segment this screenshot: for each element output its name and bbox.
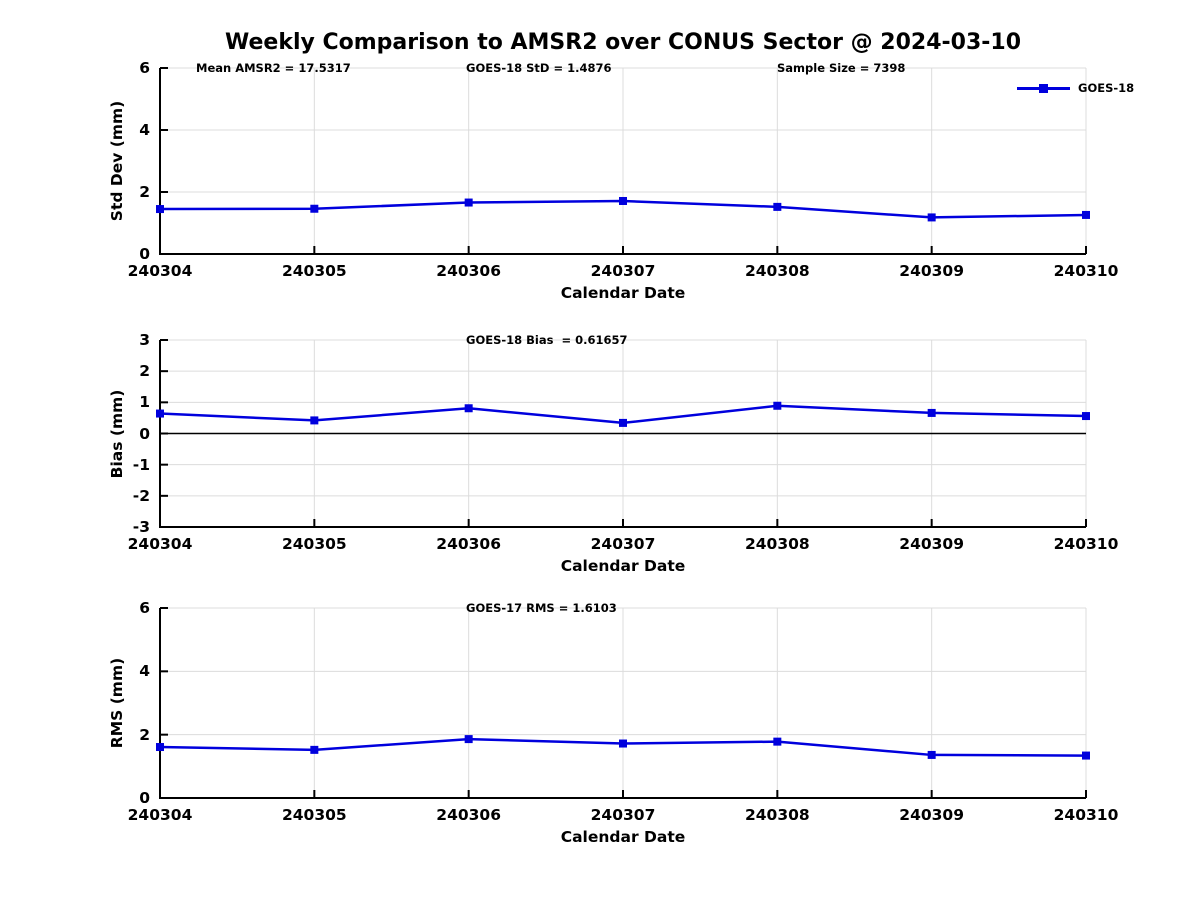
data-point-marker <box>1082 210 1090 219</box>
y-tick-label: -1 <box>132 455 150 474</box>
legend-marker-icon <box>1039 84 1048 93</box>
data-point-marker <box>156 409 164 418</box>
data-point-marker <box>619 739 627 748</box>
x-tick-label: 240310 <box>1053 262 1119 280</box>
figure-title: Weekly Comparison to AMSR2 over CONUS Se… <box>225 30 1021 55</box>
y-tick-label: 0 <box>139 424 150 443</box>
x-tick-label: 240308 <box>744 262 810 280</box>
x-tick-label: 240310 <box>1053 806 1119 824</box>
y-tick-label: -2 <box>132 486 150 505</box>
data-point-marker <box>773 202 782 211</box>
stat-annotation: GOES-17 RMS = 1.6103 <box>466 601 617 615</box>
x-tick-label: 240309 <box>899 262 965 280</box>
y-tick-label: 2 <box>139 725 150 744</box>
data-point-marker <box>464 198 473 207</box>
x-tick-label: 240307 <box>590 262 656 280</box>
x-tick-label: 240306 <box>436 262 502 280</box>
data-point-marker <box>310 416 319 425</box>
stat-annotation: GOES-18 StD = 1.4876 <box>466 61 612 75</box>
y-tick-label: 0 <box>139 789 150 807</box>
x-tick-label: 240305 <box>281 262 347 280</box>
x-tick-label: 240309 <box>899 535 965 553</box>
x-tick-label: 240308 <box>744 806 810 824</box>
y-axis-label: Std Dev (mm) <box>108 100 126 222</box>
y-tick-label: 3 <box>139 331 150 349</box>
x-tick-label: 240310 <box>1053 535 1119 553</box>
data-point-marker <box>310 745 319 754</box>
x-tick-label: 240304 <box>127 262 193 280</box>
data-point-marker <box>927 213 936 222</box>
x-tick-label: 240307 <box>590 535 656 553</box>
y-tick-label: 4 <box>139 121 150 139</box>
y-axis-label: Bias (mm) <box>108 389 126 478</box>
data-point-marker <box>927 750 936 759</box>
stat-annotation: Sample Size = 7398 <box>777 61 906 75</box>
data-point-marker <box>1082 751 1090 760</box>
y-tick-label: 6 <box>139 59 150 77</box>
y-tick-label: 1 <box>139 393 150 412</box>
data-point-marker <box>156 205 164 214</box>
x-tick-label: 240306 <box>436 806 502 824</box>
legend-label: GOES-18 <box>1078 81 1135 95</box>
y-tick-label: 6 <box>139 599 150 617</box>
x-tick-label: 240305 <box>281 806 347 824</box>
x-tick-label: 240308 <box>744 535 810 553</box>
x-tick-label: 240307 <box>590 806 656 824</box>
data-point-marker <box>773 737 782 746</box>
y-tick-label: 2 <box>139 362 150 381</box>
data-point-marker <box>464 404 473 413</box>
stat-annotation: GOES-18 Bias = 0.61657 <box>466 333 628 347</box>
data-point-marker <box>619 196 627 205</box>
data-point-marker <box>927 408 936 417</box>
y-tick-label: 0 <box>139 245 150 263</box>
x-axis-label: Calendar Date <box>560 828 686 846</box>
y-tick-label: 4 <box>139 662 150 681</box>
y-tick-label: -3 <box>132 518 150 536</box>
data-point-marker <box>1082 412 1090 421</box>
data-point-marker <box>464 735 473 744</box>
x-axis-label: Calendar Date <box>560 557 686 575</box>
x-tick-label: 240304 <box>127 806 193 824</box>
x-tick-label: 240309 <box>899 806 965 824</box>
x-tick-label: 240305 <box>281 535 347 553</box>
data-point-marker <box>773 401 782 410</box>
data-point-marker <box>156 743 164 752</box>
stat-annotation: Mean AMSR2 = 17.5317 <box>196 61 351 75</box>
x-tick-label: 240304 <box>127 535 193 553</box>
x-tick-label: 240306 <box>436 535 502 553</box>
data-point-marker <box>310 204 319 213</box>
y-tick-label: 2 <box>139 183 150 201</box>
y-axis-label: RMS (mm) <box>108 657 126 749</box>
data-point-marker <box>619 418 627 427</box>
x-axis-label: Calendar Date <box>560 284 686 302</box>
